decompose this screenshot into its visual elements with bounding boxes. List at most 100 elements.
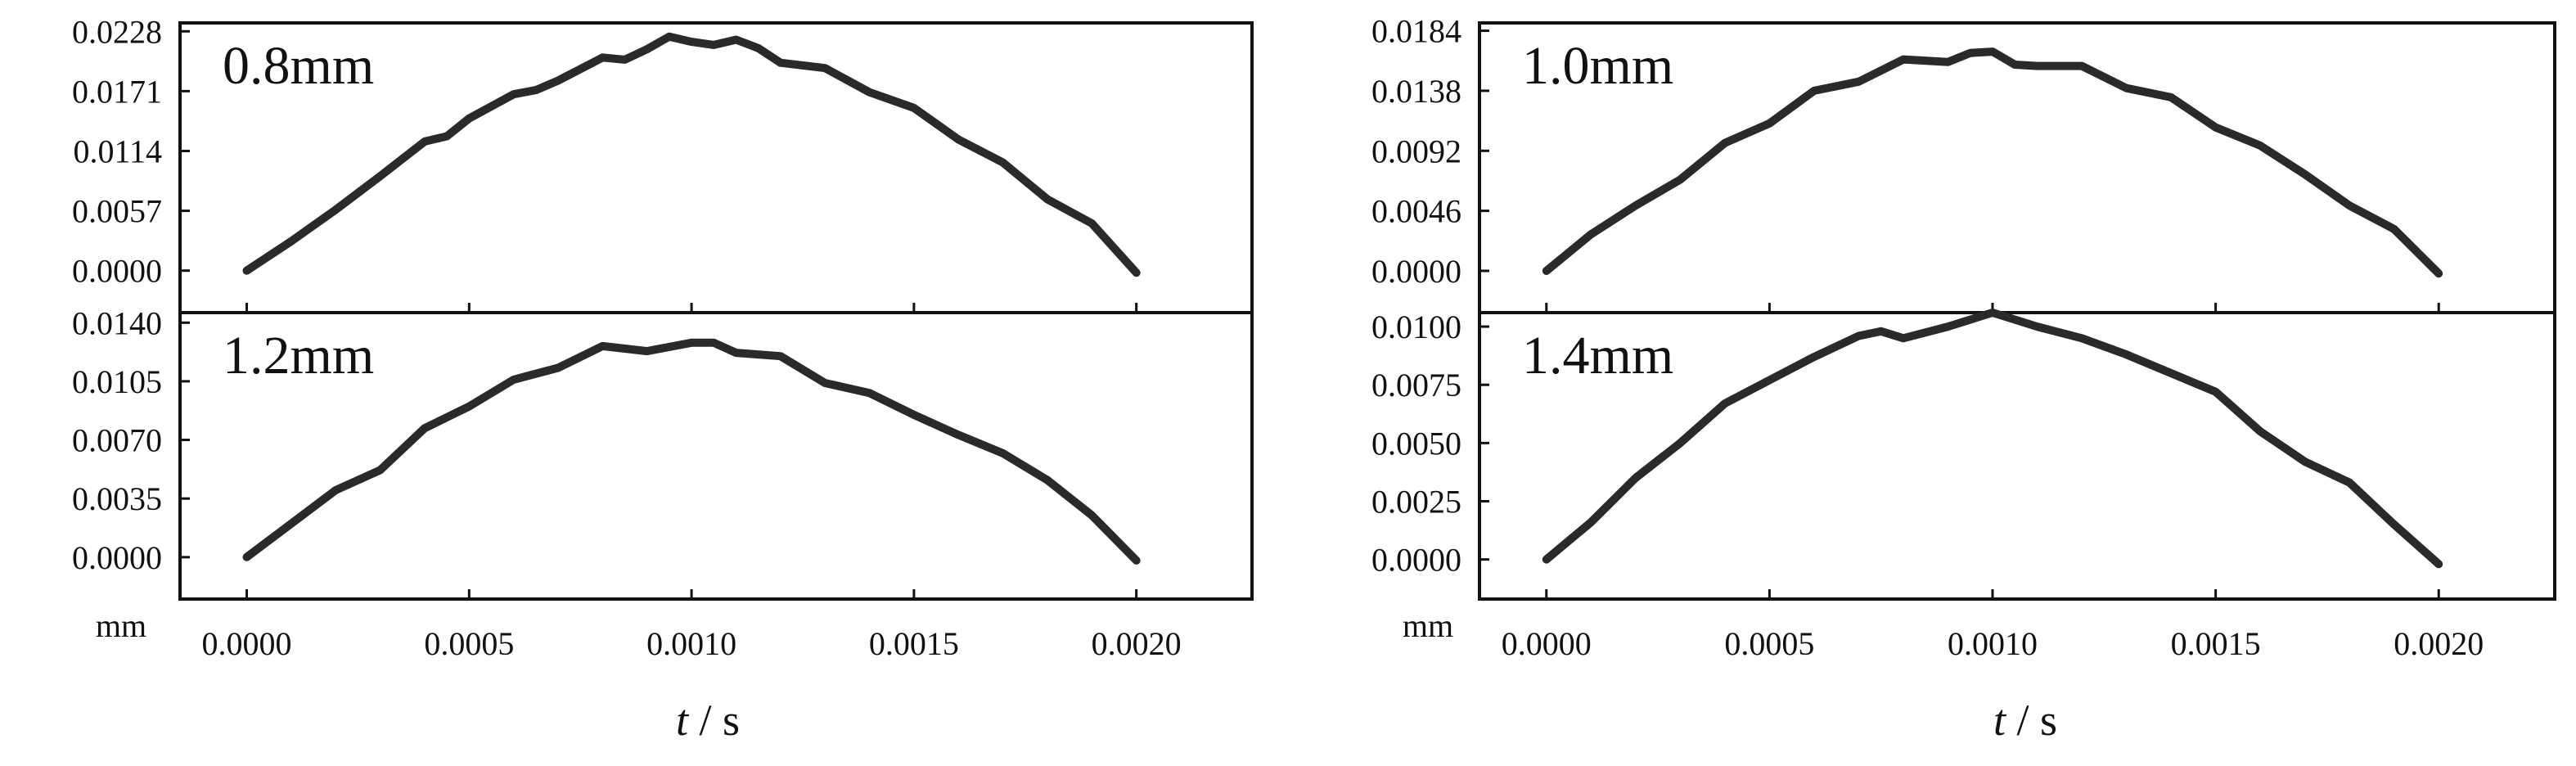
- data-point: [1043, 476, 1051, 484]
- y-tick-label: 0.0228: [72, 13, 162, 50]
- data-point: [710, 339, 718, 346]
- y-tick-label: 0.0050: [1371, 425, 1461, 462]
- y-tick-label: 0.0140: [72, 304, 162, 341]
- x-tick-label: 0.0000: [1502, 625, 1592, 662]
- data-point: [1133, 556, 1140, 564]
- data-point: [1899, 335, 1907, 342]
- y-tick-label: 0.0092: [1371, 133, 1461, 169]
- data-point: [332, 206, 340, 214]
- data-point: [1088, 511, 1096, 519]
- x-axis-unit: / s: [2006, 696, 2057, 745]
- data-point: [1542, 556, 1550, 563]
- data-point: [2301, 458, 2308, 466]
- x-tick-label: 0.0020: [1092, 625, 1182, 662]
- data-point: [999, 159, 1007, 166]
- data-point: [599, 54, 606, 61]
- data-point: [2123, 84, 2130, 92]
- data-curve: [1542, 309, 2443, 569]
- y-unit-label: mm: [1403, 607, 1453, 644]
- data-point: [2078, 62, 2086, 70]
- data-point: [555, 77, 562, 84]
- data-point: [287, 237, 295, 245]
- data-point: [866, 88, 873, 96]
- data-point: [2123, 351, 2130, 358]
- data-point: [2257, 142, 2264, 149]
- data-point: [1632, 475, 1639, 482]
- data-point: [444, 133, 451, 140]
- data-point: [1810, 354, 1817, 361]
- data-point: [532, 87, 539, 94]
- x-tick-label: 0.0015: [2171, 625, 2261, 662]
- data-point: [555, 364, 562, 372]
- data-point: [754, 44, 762, 52]
- data-point: [376, 173, 384, 180]
- y-tick-label: 0.0070: [72, 422, 162, 459]
- data-point: [777, 353, 784, 360]
- panel-label: 0.8mm: [223, 36, 374, 96]
- data-point: [1043, 196, 1051, 203]
- chart-panel-1: 0.0000 0.0046 0.0092 0.0138 0.0184 1.0mm: [1371, 13, 2556, 314]
- data-point: [466, 115, 473, 122]
- data-point: [665, 33, 673, 40]
- data-point: [732, 349, 740, 357]
- data-point: [955, 136, 962, 143]
- x-tick-label: 0.0010: [1948, 625, 2038, 662]
- data-point: [1766, 376, 1773, 384]
- data-point: [955, 431, 962, 439]
- data-point: [2301, 170, 2308, 178]
- x-axis-unit: / s: [688, 696, 740, 745]
- data-point: [421, 425, 428, 432]
- data-point: [1899, 56, 1907, 63]
- x-tick-label: 0.0005: [424, 625, 514, 662]
- y-tick-label: 0.0046: [1371, 193, 1461, 230]
- data-point: [1677, 176, 1684, 183]
- data-point: [1966, 49, 1974, 56]
- data-curve: [1542, 47, 2443, 278]
- data-point: [1877, 327, 1885, 335]
- data-point: [2212, 124, 2219, 131]
- data-point: [999, 449, 1007, 457]
- data-point: [1721, 399, 1728, 407]
- y-tick-label: 0.0184: [1371, 13, 1461, 50]
- chart-panel-0: 0.0000 0.0057 0.0114 0.0171 0.0228 0.8mm: [72, 13, 1254, 314]
- data-point: [2346, 479, 2353, 486]
- data-point: [2212, 388, 2219, 395]
- x-tick-label: 0.0010: [646, 625, 736, 662]
- data-point: [732, 36, 740, 43]
- data-point: [1855, 78, 1862, 85]
- data-point: [822, 379, 829, 386]
- data-point: [599, 342, 606, 349]
- y-tick-label: 0.0171: [72, 73, 162, 110]
- x-tick-label: 0.0005: [1724, 625, 1814, 662]
- y-tick-label: 0.0075: [1371, 367, 1461, 403]
- y-tick-label: 0.0138: [1371, 73, 1461, 110]
- y-tick-label: 0.0025: [1371, 483, 1461, 520]
- data-point: [643, 348, 651, 355]
- data-point: [243, 267, 250, 274]
- data-point: [510, 91, 517, 98]
- x-axis-variable: t: [676, 696, 690, 745]
- data-point: [510, 376, 517, 383]
- data-point: [2435, 270, 2443, 277]
- data-point: [243, 553, 250, 561]
- data-point: [2011, 61, 2019, 69]
- data-point: [866, 390, 873, 397]
- y-tick-label: 0.0000: [72, 539, 162, 576]
- x-tick-label: 0.0000: [202, 625, 292, 662]
- y-tick-label: 0.0000: [1371, 253, 1461, 290]
- data-point: [1721, 139, 1728, 146]
- data-point: [643, 46, 651, 53]
- y-tick-label: 0.0000: [1371, 542, 1461, 579]
- data-point: [2168, 93, 2175, 101]
- data-point: [2390, 225, 2398, 232]
- x-axis-title: t / s: [676, 696, 740, 745]
- y-tick-label: 0.0000: [72, 253, 162, 290]
- data-point: [777, 59, 784, 66]
- data-point: [1855, 332, 1862, 340]
- panel-label: 1.0mm: [1522, 36, 1673, 96]
- data-point: [287, 520, 295, 527]
- data-point: [2346, 202, 2353, 210]
- data-point: [1542, 267, 1550, 274]
- x-axis-variable: t: [1993, 696, 2007, 745]
